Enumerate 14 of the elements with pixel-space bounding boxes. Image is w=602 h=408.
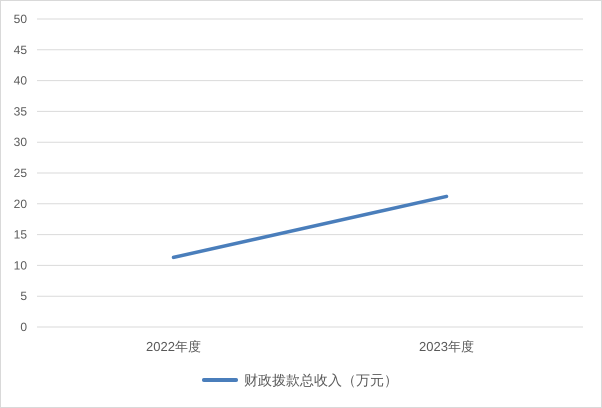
y-tick-label: 30 [14,135,28,150]
y-tick-label: 35 [14,104,28,118]
y-tick-label: 50 [14,12,28,26]
y-tick-label: 45 [14,42,28,57]
y-tick-label: 5 [20,289,28,304]
y-tick-label: 15 [14,228,28,242]
x-tick-label: 2023年度 [419,339,474,354]
y-tick-label: 0 [20,320,28,334]
x-tick-label: 2022年度 [146,339,201,354]
y-tick-label: 40 [14,74,28,88]
y-tick-label: 25 [14,166,28,180]
y-tick-label: 10 [14,258,28,272]
legend-label: 财政拨款总收入（万元） [244,372,398,388]
y-tick-label: 20 [14,196,28,211]
